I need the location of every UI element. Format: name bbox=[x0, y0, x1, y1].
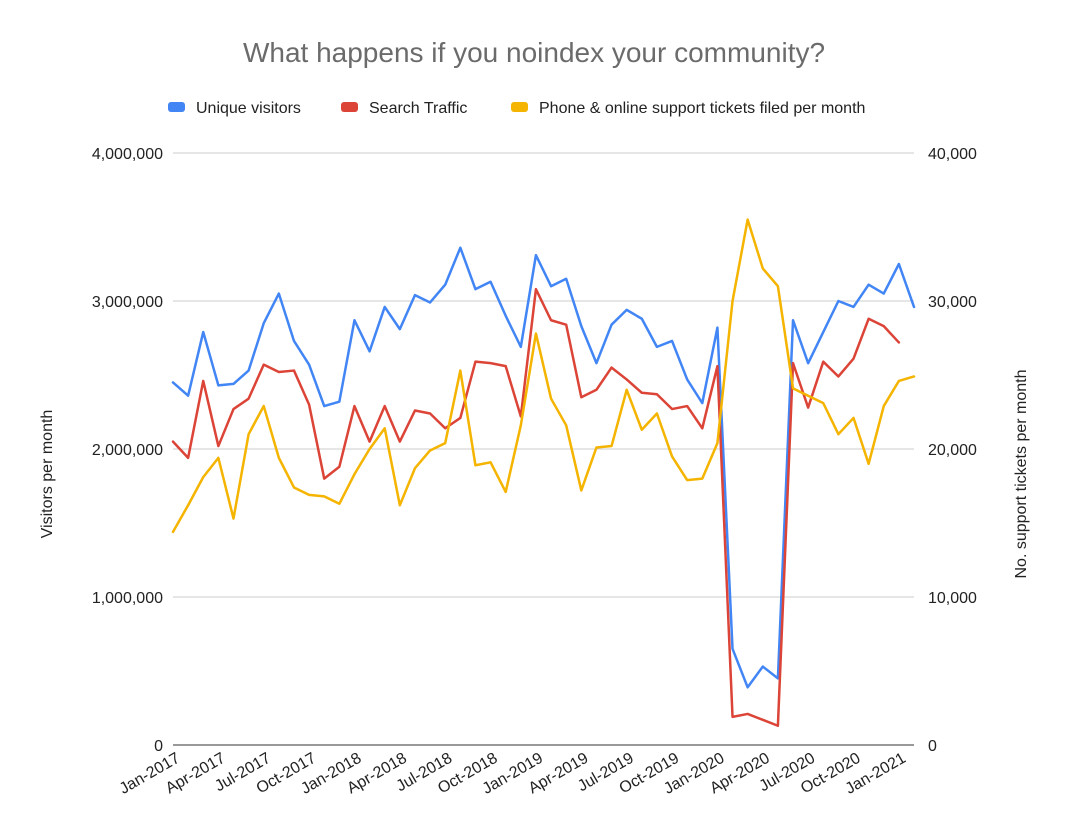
right-axis-ticks: 0 10,000 20,000 30,000 40,000 bbox=[928, 146, 977, 755]
y-tick-label: 1,000,000 bbox=[92, 590, 163, 607]
y2-tick-label: 20,000 bbox=[928, 442, 977, 459]
legend-label: Phone & online support tickets filed per… bbox=[539, 100, 865, 117]
y-tick-label: 3,000,000 bbox=[92, 294, 163, 311]
legend-swatch bbox=[511, 102, 528, 112]
y-tick-label: 2,000,000 bbox=[92, 442, 163, 459]
y2-tick-label: 10,000 bbox=[928, 590, 977, 607]
legend-label: Search Traffic bbox=[369, 100, 467, 117]
y2-tick-label: 40,000 bbox=[928, 146, 977, 163]
series-line-0 bbox=[171, 246, 916, 689]
legend-swatch bbox=[341, 102, 358, 112]
chart-title: What happens if you noindex your communi… bbox=[243, 37, 825, 68]
y-tick-label: 4,000,000 bbox=[92, 146, 163, 163]
legend-label: Unique visitors bbox=[196, 100, 301, 117]
y2-tick-label: 30,000 bbox=[928, 294, 977, 311]
series-lines bbox=[171, 218, 916, 728]
legend-item-0: Unique visitors bbox=[168, 100, 301, 117]
x-axis-ticks: Jan-2017Apr-2017Jul-2017Oct-2017Jan-2018… bbox=[117, 750, 909, 798]
legend: Unique visitors Search Traffic Phone & onl… bbox=[168, 100, 865, 117]
y-axis-title: Visitors per month bbox=[39, 410, 56, 539]
y-tick-label: 0 bbox=[154, 738, 163, 755]
legend-item-2: Phone & online support tickets filed per… bbox=[511, 100, 865, 117]
gridlines bbox=[173, 152, 914, 746]
legend-swatch bbox=[168, 102, 185, 112]
y2-tick-label: 0 bbox=[928, 738, 937, 755]
y2-axis-title: No. support tickets per month bbox=[1013, 370, 1030, 579]
left-axis-ticks: 0 1,000,000 2,000,000 3,000,000 4,000,000 bbox=[92, 146, 163, 755]
legend-item-1: Search Traffic bbox=[341, 100, 467, 117]
series-line-2 bbox=[171, 218, 916, 534]
series-line-1 bbox=[171, 287, 901, 728]
